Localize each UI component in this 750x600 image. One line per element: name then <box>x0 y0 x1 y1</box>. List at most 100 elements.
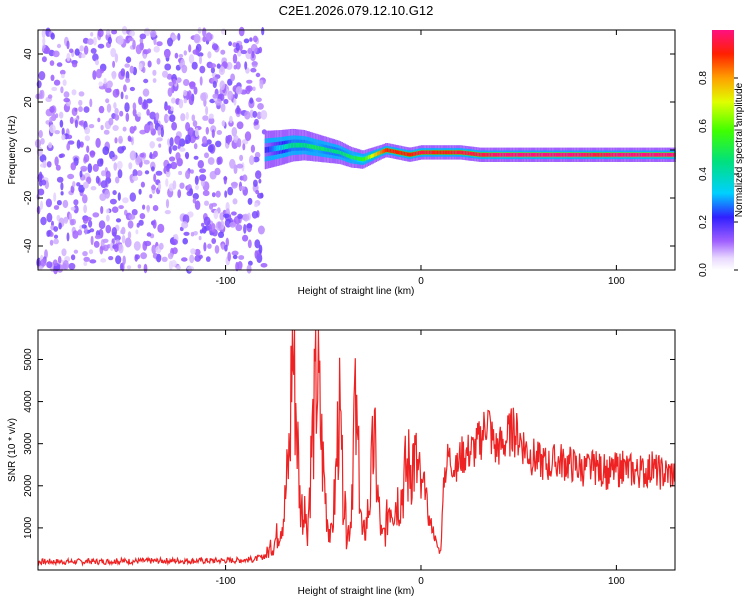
ridge-cell <box>449 150 451 155</box>
ridge-cell <box>566 152 568 157</box>
noise-blob <box>193 86 198 95</box>
spectrogram-x-axis: -100 0 100 <box>216 30 625 287</box>
noise-blob <box>122 255 126 265</box>
noise-blob <box>129 150 137 161</box>
noise-blob <box>224 244 228 252</box>
noise-blob <box>132 39 136 50</box>
ridge-cell <box>310 144 312 149</box>
noise-blob <box>143 78 149 84</box>
ridge-cell <box>513 152 515 157</box>
ridge-cell <box>317 146 320 151</box>
noise-blob <box>99 245 104 255</box>
noise-blob <box>128 214 136 220</box>
noise-blob <box>117 146 125 154</box>
noise-blob <box>199 76 203 86</box>
ridge-cell <box>527 152 529 157</box>
noise-blob <box>164 63 172 71</box>
noise-blob <box>49 124 56 134</box>
noise-blob <box>182 237 188 245</box>
noise-blob <box>121 234 126 244</box>
noise-blob <box>141 101 149 110</box>
noise-blob <box>72 181 76 188</box>
colorbar-tick-label: 0.2 <box>698 215 709 229</box>
noise-blob <box>193 33 201 44</box>
noise-blob <box>183 89 188 97</box>
ridge-cell <box>339 150 342 155</box>
noise-blob <box>79 143 84 148</box>
noise-blob <box>167 252 174 260</box>
noise-blob <box>165 198 170 209</box>
ridge-cell <box>602 152 604 157</box>
noise-blob <box>254 250 258 259</box>
noise-blob <box>69 116 74 124</box>
noise-blob <box>125 56 132 63</box>
noise-blob <box>119 110 124 117</box>
ridge-cell <box>299 142 301 148</box>
ridge-cell <box>517 152 520 157</box>
colorbar: 0.0 0.2 0.4 0.6 0.8 Normalized spectral ampl… <box>698 30 745 277</box>
ridge-cell <box>430 150 432 155</box>
colorbar-axis: 0.0 0.2 0.4 0.6 0.8 <box>698 71 738 277</box>
ridge-cell <box>485 152 487 157</box>
ridge-cell <box>345 153 348 158</box>
noise-blob <box>82 194 88 204</box>
noise-blob <box>139 213 146 220</box>
ridge-cell <box>377 151 379 156</box>
ridge-cell <box>472 152 475 156</box>
noise-blob <box>81 224 87 229</box>
noise-blob <box>207 144 214 153</box>
noise-blob <box>56 176 64 183</box>
ridge-cell <box>492 152 495 157</box>
noise-blob <box>41 28 46 39</box>
noise-blob <box>60 86 64 94</box>
noise-blob <box>94 234 102 240</box>
noise-blob <box>127 220 134 229</box>
ridge-cell <box>580 152 582 157</box>
snr-ylabel: SNR (10 * v/v) <box>7 418 18 482</box>
ridge-cell <box>477 152 479 157</box>
noise-blob <box>178 53 184 58</box>
ridge-cell <box>521 152 523 157</box>
ridge-cell <box>491 152 493 157</box>
noise-blob <box>100 258 107 263</box>
noise-blob <box>167 87 173 97</box>
ridge-cell <box>539 152 542 157</box>
noise-blob <box>199 168 206 173</box>
y-tick-label: -20 <box>23 190 34 205</box>
noise-blob <box>193 231 198 236</box>
ridge-cell <box>616 152 618 157</box>
noise-blob <box>115 176 120 184</box>
ridge-cell <box>347 154 350 158</box>
ridge-cell <box>324 147 326 152</box>
ridge-cell <box>327 148 329 152</box>
ridge-cell <box>541 152 543 157</box>
noise-blob <box>156 137 163 142</box>
noise-blob <box>214 245 220 254</box>
noise-blob <box>156 253 162 263</box>
noise-blob <box>175 152 181 161</box>
ridge-cell <box>489 152 492 157</box>
ridge-cell <box>460 150 462 155</box>
ridge-cell <box>497 152 500 157</box>
noise-blob <box>86 145 90 153</box>
noise-blob <box>212 80 217 89</box>
ridge-cell <box>444 150 446 155</box>
noise-blob <box>249 155 255 166</box>
noise-blob <box>40 200 43 210</box>
ridge-cell <box>350 155 353 160</box>
ridge-cell <box>655 152 658 157</box>
snr-y-axis: 1000 2000 3000 4000 5000 <box>23 348 675 539</box>
ridge-cell <box>555 152 557 157</box>
ridge-cell <box>325 147 328 152</box>
ridge-cell <box>564 152 567 157</box>
noise-blob <box>139 153 145 158</box>
noise-blob <box>158 143 162 148</box>
noise-blob <box>260 263 268 268</box>
ridge-cell <box>613 152 615 157</box>
noise-blob <box>169 137 174 147</box>
ridge-cell <box>419 150 421 155</box>
snr-panel: -100 0 100 1000 2000 3000 4000 5000 Height of … <box>7 329 676 597</box>
ridge-cell <box>536 152 539 157</box>
noise-blob <box>191 114 196 122</box>
ridge-cell <box>358 156 361 161</box>
